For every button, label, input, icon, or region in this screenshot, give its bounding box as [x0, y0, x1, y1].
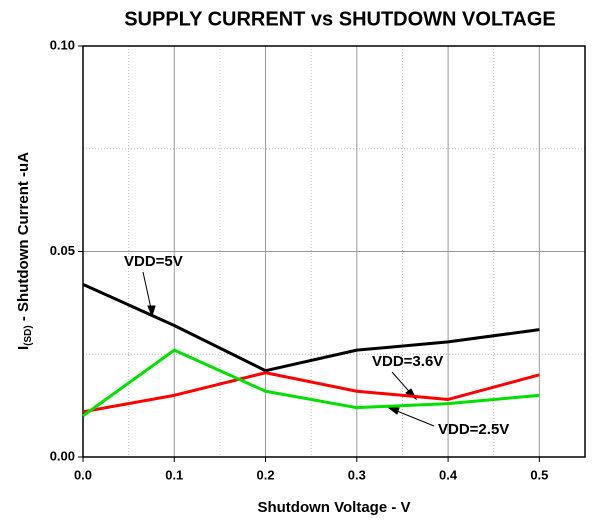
arrow — [391, 408, 435, 427]
plot-frame — [82, 45, 586, 458]
y-tick-label: 0.00 — [50, 448, 75, 463]
x-tick-label: 0.2 — [257, 467, 275, 482]
series-line — [82, 283, 540, 373]
series-label: VDD=5V — [124, 253, 183, 270]
x-tick-label: 0.5 — [530, 467, 548, 482]
y-label-rest: - Shutdown Current -uA — [15, 152, 32, 325]
chart-title: SUPPLY CURRENT vs SHUTDOWN VOLTAGE — [124, 8, 556, 30]
series-line — [82, 371, 540, 414]
y-label-sub: (SD) — [23, 325, 34, 346]
arrowhead — [147, 305, 156, 318]
y-axis-label: I(SD) - Shutdown Current -uA — [15, 152, 34, 350]
series-label: VDD=3.6V — [372, 353, 443, 370]
y-label-main: I — [15, 346, 32, 350]
series-label: VDD=2.5V — [438, 421, 509, 438]
x-axis-label: Shutdown Voltage - V — [257, 499, 410, 516]
arrows — [142, 271, 435, 427]
y-tick-label: 0.10 — [50, 37, 75, 52]
y-tick-label: 0.05 — [50, 243, 75, 258]
x-tick-label: 0.4 — [439, 467, 458, 482]
x-tick-label: 0.3 — [348, 467, 366, 482]
series-line — [82, 348, 540, 418]
x-tick-label: 0.1 — [165, 467, 183, 482]
x-tick-label: 0.0 — [74, 467, 92, 482]
arrowhead — [387, 407, 400, 415]
